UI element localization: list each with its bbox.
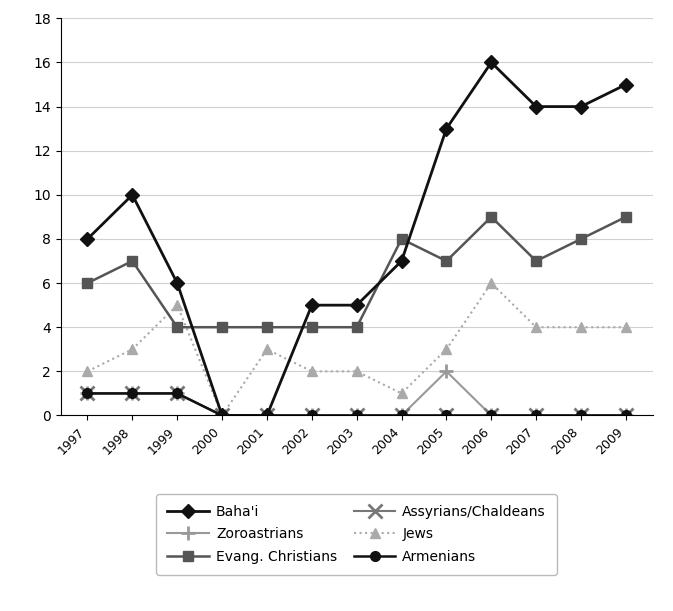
Legend: Baha'i, Zoroastrians, Evang. Christians, Assyrians/Chaldeans, Jews, Armenians: Baha'i, Zoroastrians, Evang. Christians,… xyxy=(156,494,557,575)
